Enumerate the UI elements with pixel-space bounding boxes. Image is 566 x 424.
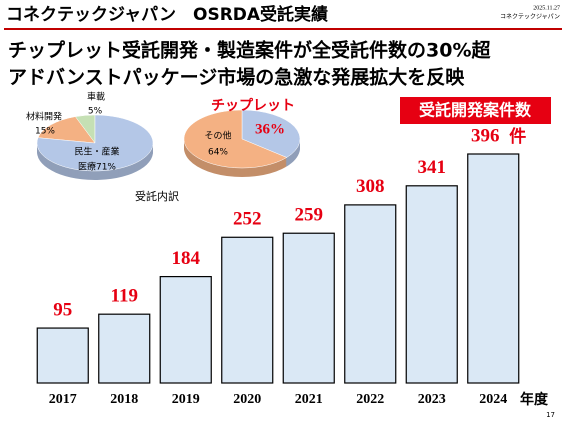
pie-label: チップレット xyxy=(211,98,295,114)
pie-value-label: 64% xyxy=(208,148,228,158)
value-label: 259 xyxy=(295,205,324,226)
slide-title: コネクテックジャパン OSRDA受託実績 xyxy=(6,4,328,25)
pie-slice xyxy=(37,116,96,144)
chart-title: 受託開発案件数 xyxy=(419,101,532,120)
bar xyxy=(159,275,212,384)
subtitle-line: チップレット受託開発・製造案件が全受託件数の30%超 xyxy=(8,39,491,62)
x-tick-label: 2017 xyxy=(49,392,77,407)
pie-value-label: 5% xyxy=(88,107,103,117)
pie-slice xyxy=(241,109,301,158)
pie-value-label: 医療71% xyxy=(78,161,116,173)
value-label: 396 xyxy=(471,125,500,146)
x-axis-label: 年度 xyxy=(520,391,549,408)
bar xyxy=(221,236,274,384)
pie-caption: 受託内訳 xyxy=(135,189,179,203)
value-label: 252 xyxy=(233,209,262,230)
bar xyxy=(344,204,397,384)
x-tick-label: 2022 xyxy=(356,392,384,407)
date: 2025.11.27 xyxy=(533,5,560,11)
x-tick-label: 2023 xyxy=(418,392,446,407)
pie-value-label: 15% xyxy=(35,127,55,137)
title-box xyxy=(400,97,551,124)
bar xyxy=(405,185,458,384)
bar xyxy=(282,232,335,384)
value-unit: 件 xyxy=(509,126,526,147)
page-number: 17 xyxy=(546,411,555,419)
pie-slice xyxy=(183,109,288,169)
pie-label: 車載 xyxy=(87,91,105,103)
value-label: 95 xyxy=(53,299,72,320)
bar xyxy=(98,313,151,384)
subtitle-line: アドバンストパッケージ市場の急激な発展拡大を反映 xyxy=(8,66,465,89)
value-label: 119 xyxy=(111,286,138,307)
pie-label: その他 xyxy=(204,130,231,142)
value-label: 184 xyxy=(172,248,201,269)
value-label: 341 xyxy=(418,157,447,178)
pie-slice xyxy=(36,114,154,172)
value-label: 308 xyxy=(356,176,385,197)
pie-label: 材料開発 xyxy=(26,111,62,123)
x-tick-label: 2024 xyxy=(479,392,507,407)
bar xyxy=(36,327,89,384)
x-tick-label: 2019 xyxy=(172,392,200,407)
company: コネクテックジャパン xyxy=(500,14,560,21)
x-tick-label: 2018 xyxy=(110,392,138,407)
bar xyxy=(467,153,520,384)
x-tick-label: 2020 xyxy=(233,392,261,407)
pie-label: 民生・産業 xyxy=(74,146,119,158)
pie-value-label: 36% xyxy=(255,121,285,137)
x-tick-label: 2021 xyxy=(295,392,323,407)
